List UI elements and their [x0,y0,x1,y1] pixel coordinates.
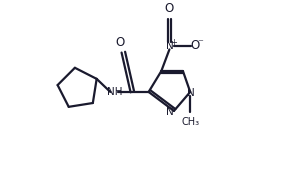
Text: CH₃: CH₃ [181,117,199,127]
Text: +: + [171,38,177,47]
Text: N: N [166,41,173,51]
Text: O: O [115,36,125,49]
Text: ⁻: ⁻ [197,38,203,48]
Text: O: O [190,39,199,52]
Text: N: N [166,107,173,117]
Text: N: N [187,88,195,98]
Text: O: O [165,2,174,15]
Text: NH: NH [106,87,122,97]
